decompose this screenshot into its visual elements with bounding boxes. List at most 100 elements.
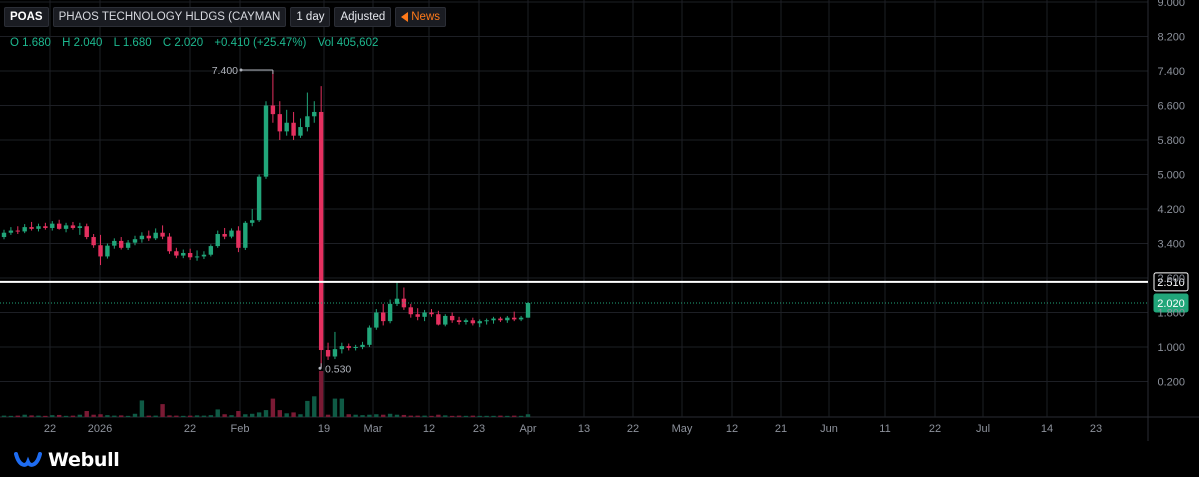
volume-bar xyxy=(353,414,358,417)
candles xyxy=(1,71,531,368)
x-tick-label: 23 xyxy=(473,423,485,435)
candle-body xyxy=(105,245,110,257)
candle-body xyxy=(318,111,324,351)
candle-body xyxy=(505,317,510,321)
candle-body xyxy=(298,127,303,136)
volume-bar xyxy=(84,411,89,417)
volume-bar xyxy=(250,413,255,417)
candle-body xyxy=(387,303,393,322)
x-tick-label: Jun xyxy=(820,423,838,435)
candle-body xyxy=(484,320,489,322)
y-tick-label: 9.000 xyxy=(1157,0,1185,9)
volume-bar xyxy=(56,414,62,417)
candle-body xyxy=(77,226,83,228)
y-tick-label: 5.000 xyxy=(1157,170,1185,182)
volume-bar xyxy=(491,415,496,417)
candle-body xyxy=(194,256,200,258)
ohlc-readout: O 1.680 H 2.040 L 1.680 C 2.020 +0.410 (… xyxy=(10,37,386,49)
x-axis: 22 2026 22 Feb 19 Mar 12 23 Apr 13 22 May 12 21 Jun 11 2… xyxy=(44,423,1102,435)
volume-bar xyxy=(132,413,138,417)
volume-bar xyxy=(105,415,110,417)
volume-bar xyxy=(401,414,407,417)
company-name-chip[interactable]: PHAOS TECHNOLOGY HLDGS (CAYMAN xyxy=(52,7,287,27)
volume-bar xyxy=(236,411,241,417)
volume-bar xyxy=(484,415,489,417)
candle-body xyxy=(236,230,241,248)
volume-bar xyxy=(181,415,186,417)
volume-bar xyxy=(15,415,20,417)
volume-bar xyxy=(346,414,351,417)
candle-body xyxy=(429,312,434,315)
candle-body xyxy=(8,230,14,233)
volume-bar xyxy=(63,415,69,417)
symbol-chip[interactable]: POAS xyxy=(4,7,49,27)
volume-bar xyxy=(436,414,441,417)
low-marker-label: 0.530 xyxy=(325,363,351,375)
volume-bar xyxy=(387,413,393,417)
volume-bar xyxy=(125,415,131,417)
candle-body xyxy=(284,122,289,132)
volume-bar xyxy=(312,396,317,417)
candle-body xyxy=(367,327,372,345)
volume-bar xyxy=(229,415,234,417)
candle-body xyxy=(229,230,234,237)
candle-body xyxy=(187,252,193,258)
volume-bar xyxy=(263,410,269,417)
low-readout: L 1.680 xyxy=(113,37,152,49)
candle-body xyxy=(153,232,158,239)
volume-bar xyxy=(160,404,165,417)
candle-body xyxy=(360,344,365,347)
candle-body xyxy=(167,236,172,252)
x-tick-label: Feb xyxy=(231,423,250,435)
candle-body xyxy=(22,227,27,232)
x-tick-label: 22 xyxy=(929,423,941,435)
volume-bar xyxy=(194,415,200,417)
x-tick-label: Jul xyxy=(976,423,990,435)
candle-body xyxy=(477,321,482,324)
candle-body xyxy=(146,235,151,239)
volume-bar xyxy=(208,415,214,417)
adjusted-button[interactable]: Adjusted xyxy=(334,7,392,27)
candle-body xyxy=(491,318,496,321)
x-tick-label: Apr xyxy=(519,423,536,435)
volume-bars xyxy=(1,371,531,417)
x-tick-label: 14 xyxy=(1041,423,1053,435)
candle-body xyxy=(222,234,227,237)
volume-bar xyxy=(167,415,172,417)
current-price-tag xyxy=(1153,293,1189,313)
interval-button[interactable]: 1 day xyxy=(290,7,331,27)
volume-bar xyxy=(456,415,462,417)
candle-body xyxy=(353,347,358,348)
candle-body xyxy=(119,240,124,248)
y-tick-label: 0.200 xyxy=(1157,377,1185,389)
candle-body xyxy=(305,116,310,128)
candle-body xyxy=(29,227,34,229)
candle-body xyxy=(270,105,276,115)
volume-bar xyxy=(512,415,517,417)
volume-bar xyxy=(332,398,338,417)
candle-body xyxy=(394,298,400,304)
volume-bar xyxy=(222,414,227,417)
candle-body xyxy=(160,232,165,237)
candle-body xyxy=(70,225,76,228)
news-button[interactable]: News xyxy=(395,7,447,27)
volume-bar xyxy=(70,415,76,417)
volume-bar xyxy=(339,398,345,417)
volume-bar xyxy=(463,415,469,417)
candle-body xyxy=(339,346,345,350)
x-tick-label: 13 xyxy=(578,423,590,435)
candle-body xyxy=(256,176,262,221)
volume-bar xyxy=(298,414,303,417)
high-readout: H 2.040 xyxy=(62,37,103,49)
y-tick-label: 7.400 xyxy=(1157,66,1185,78)
volume-bar xyxy=(174,415,179,417)
candle-body xyxy=(181,252,186,256)
volume-bar xyxy=(360,415,365,417)
volume-bar xyxy=(415,415,420,417)
candle-body xyxy=(518,317,524,320)
volume-bar xyxy=(498,415,503,417)
y-tick-label: 1.000 xyxy=(1157,342,1185,354)
candle-body xyxy=(84,226,89,238)
volume-bar xyxy=(422,415,427,417)
